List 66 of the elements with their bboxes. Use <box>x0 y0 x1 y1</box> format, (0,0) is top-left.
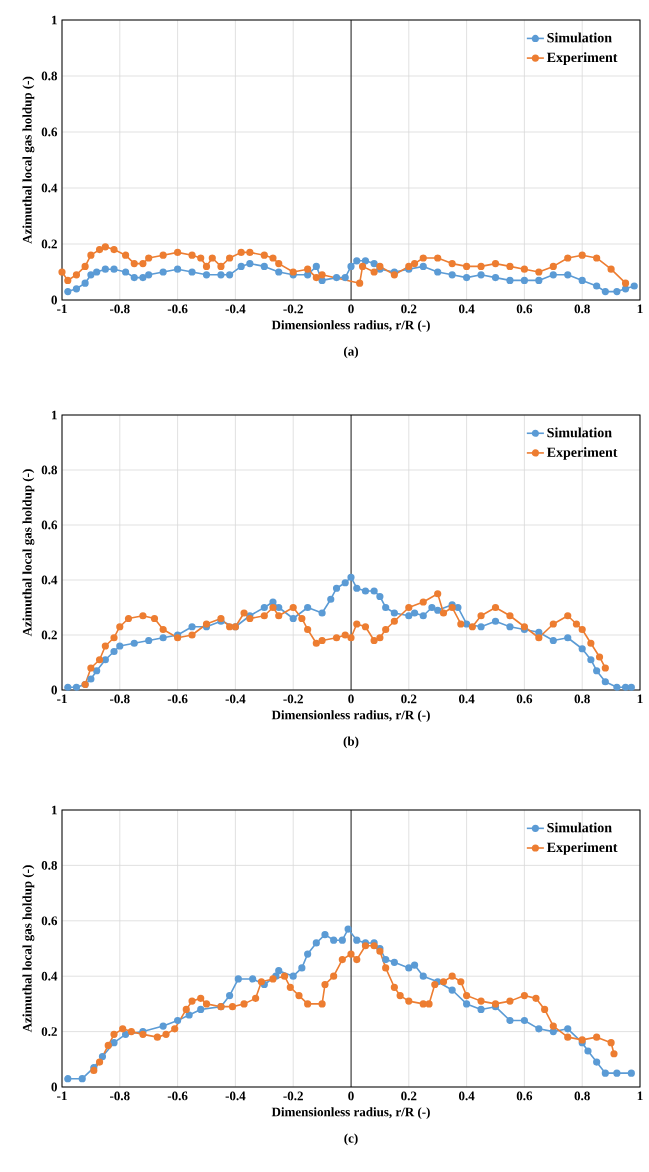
y-tick-label: 0.8 <box>41 465 58 475</box>
legend-label: Simulation <box>547 822 612 833</box>
y-tick-label: 0.8 <box>41 860 58 870</box>
x-tick-label: -0.8 <box>109 1091 130 1101</box>
x-axis-title: Dimensionless radius, r/R (-) <box>271 320 430 332</box>
y-tick-label: 0.2 <box>41 239 57 249</box>
x-tick-label: -0.6 <box>167 304 188 314</box>
x-tick-label: -0.6 <box>167 694 188 704</box>
y-tick-label: 1 <box>52 805 57 815</box>
x-tick-label: -0.4 <box>225 1091 246 1101</box>
x-tick-label: 0.8 <box>574 304 590 314</box>
x-tick-label: -0.6 <box>167 1091 188 1101</box>
legend-label: Simulation <box>547 427 612 438</box>
y-tick-label: 0.4 <box>41 575 58 585</box>
y-axis-title: Azimuthal local gas holdup (-) <box>22 76 35 244</box>
y-tick-label: 0.4 <box>41 971 58 981</box>
x-tick-label: -0.2 <box>283 304 303 314</box>
y-tick-label: 0 <box>51 1082 57 1092</box>
x-tick-label: 1 <box>637 1091 643 1101</box>
x-tick-label: 0 <box>348 694 354 704</box>
legend-label: Experiment <box>546 52 618 65</box>
x-tick-label: 1 <box>637 304 643 314</box>
text: (c) <box>344 1133 358 1146</box>
x-tick-label: -1 <box>57 304 67 314</box>
y-axis-title: Azimuthal local gas holdup (-) <box>22 865 35 1033</box>
y-axis-title: Azimuthal local gas holdup (-) <box>22 469 35 637</box>
y-tick-label: 1 <box>52 410 57 420</box>
x-tick-label: -1 <box>57 1091 67 1101</box>
y-tick-label: 1 <box>52 15 57 25</box>
legend-label: Experiment <box>546 842 618 855</box>
y-tick-label: 0 <box>51 295 57 305</box>
x-tick-label: -0.4 <box>225 304 246 314</box>
x-tick-label: -0.8 <box>109 304 130 314</box>
x-tick-label: 0.4 <box>458 304 475 314</box>
x-tick-label: -0.2 <box>283 1091 303 1101</box>
y-tick-label: 0.6 <box>41 916 58 926</box>
y-tick-label: 0.6 <box>41 127 58 137</box>
x-tick-label: 0.4 <box>458 694 475 704</box>
x-tick-label: 0.8 <box>574 694 590 704</box>
x-tick-label: 0.2 <box>401 1091 417 1101</box>
x-tick-label: 0.4 <box>458 1091 475 1101</box>
x-axis-title: Dimensionless radius, r/R (-) <box>271 710 430 722</box>
x-tick-label: 0.6 <box>516 694 533 704</box>
x-tick-label: 0.8 <box>574 1091 590 1101</box>
text: (b) <box>343 736 359 749</box>
x-tick-label: 0.6 <box>516 304 533 314</box>
text: (a) <box>343 346 359 359</box>
y-tick-label: 0 <box>51 685 57 695</box>
y-tick-label: 0.2 <box>41 630 57 640</box>
x-tick-label: 0.2 <box>401 694 417 704</box>
legend-label: Simulation <box>547 32 612 43</box>
x-tick-label: -1 <box>57 694 67 704</box>
x-tick-label: 1 <box>637 694 643 704</box>
y-tick-label: 0.4 <box>41 183 58 193</box>
y-tick-label: 0.2 <box>41 1027 57 1037</box>
y-tick-label: 0.8 <box>41 71 58 81</box>
legend-label: Experiment <box>546 447 618 460</box>
y-tick-label: 0.6 <box>41 520 58 530</box>
x-tick-label: -0.4 <box>225 694 246 704</box>
x-tick-label: -0.2 <box>283 694 303 704</box>
x-tick-label: 0 <box>348 304 354 314</box>
x-tick-label: 0.6 <box>516 1091 533 1101</box>
x-tick-label: 0.2 <box>401 304 417 314</box>
x-tick-label: 0 <box>348 1091 354 1101</box>
x-tick-label: -0.8 <box>109 694 130 704</box>
x-axis-title: Dimensionless radius, r/R (-) <box>271 1107 430 1119</box>
